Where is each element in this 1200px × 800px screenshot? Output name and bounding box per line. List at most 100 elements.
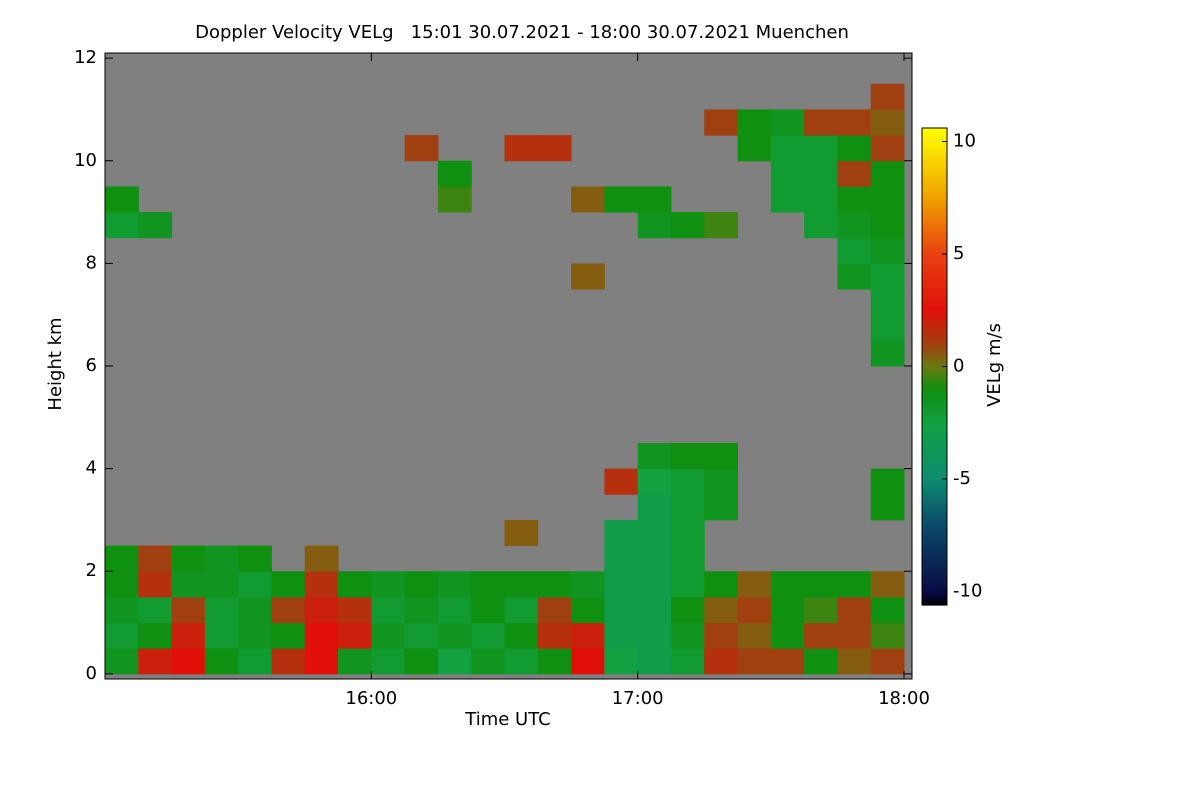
heatmap-cell [171, 545, 206, 572]
x-tick-label: 17:00 [612, 688, 664, 709]
colorbar-segment [922, 414, 947, 419]
heatmap-cell [837, 109, 872, 136]
heatmap-cell [604, 545, 639, 572]
colorbar-segment [922, 187, 947, 193]
colorbar-segment [922, 577, 947, 582]
colorbar-segment [922, 497, 947, 503]
heatmap-cell [637, 648, 672, 675]
heatmap-cell [870, 596, 905, 624]
heatmap-cell [204, 622, 239, 649]
colorbar-segment [922, 342, 947, 348]
colorbar-segment [922, 171, 947, 177]
colorbar-segment [922, 310, 947, 316]
colorbar-segment [922, 449, 947, 455]
heatmap-cell [637, 442, 672, 470]
colorbar-segment [922, 243, 947, 248]
colorbar-segment [922, 438, 947, 443]
heatmap-cell [604, 596, 639, 624]
colorbar-segment [922, 175, 947, 181]
heatmap-cell [837, 571, 872, 598]
heatmap-cell [204, 545, 239, 572]
colorbar-segment [922, 374, 947, 380]
heatmap-cell [870, 494, 905, 521]
colorbar-segment [922, 255, 947, 260]
y-tick-label: 2 [86, 560, 97, 581]
heatmap-cell [504, 622, 539, 649]
heatmap-cell [770, 186, 805, 213]
colorbar-segment [922, 505, 947, 511]
heatmap-cell [437, 648, 472, 675]
y-tick-label: 0 [86, 663, 97, 684]
heatmap-cell [670, 519, 705, 547]
heatmap-cell [637, 212, 672, 239]
colorbar-segment [922, 545, 947, 550]
heatmap-cell [604, 468, 639, 495]
colorbar-segment [922, 338, 947, 344]
colorbar-segment [922, 402, 947, 407]
colorbar-segment [922, 521, 947, 527]
y-tick-label: 4 [86, 458, 97, 479]
colorbar-segment [922, 211, 947, 217]
colorbar-segment [922, 434, 947, 439]
heatmap-cell [870, 160, 905, 187]
x-tick-label: 16:00 [345, 688, 397, 709]
heatmap-cell [437, 622, 472, 649]
heatmap-cell [304, 545, 339, 572]
colorbar-tick-label: 10 [953, 131, 976, 152]
colorbar-segment [922, 326, 947, 332]
heatmap-cell [437, 571, 472, 598]
heatmap-cell [770, 160, 805, 187]
heatmap-cell [704, 109, 739, 136]
heatmap-cell [571, 263, 605, 290]
heatmap-cell [637, 494, 672, 521]
heatmap-cell [837, 186, 872, 213]
colorbar-segment [922, 135, 947, 141]
heatmap-cell [770, 596, 805, 624]
heatmap-cell [770, 135, 805, 162]
heatmap-cell [704, 596, 739, 624]
colorbar-segment [922, 199, 947, 205]
colorbar-segment [922, 314, 947, 320]
heatmap-cell [138, 648, 173, 675]
heatmap-cell [737, 596, 772, 624]
colorbar-segment [922, 549, 947, 554]
heatmap-cell [504, 596, 539, 624]
colorbar-segment [922, 422, 947, 427]
colorbar-segment [922, 318, 947, 324]
colorbar-segment [922, 287, 947, 292]
heatmap-cell [238, 545, 272, 572]
colorbar-segment [922, 541, 947, 546]
heatmap-cell [537, 622, 572, 649]
y-tick-label: 6 [86, 355, 97, 376]
heatmap-cell [471, 571, 506, 598]
colorbar-segment [922, 601, 947, 606]
heatmap-cell [105, 545, 139, 572]
colorbar-segment [922, 537, 947, 542]
colorbar-segment [922, 398, 947, 403]
colorbar-tick-label: 0 [953, 356, 964, 377]
colorbar-segment [922, 302, 947, 308]
heatmap-cell [338, 596, 372, 624]
y-tick-label: 12 [74, 47, 97, 68]
heatmap-cell [670, 442, 705, 470]
heatmap-cell [504, 135, 539, 162]
heatmap-cell [371, 596, 406, 624]
colorbar-segment [922, 370, 947, 376]
heatmap-cell [404, 648, 439, 675]
colorbar-segment [922, 294, 947, 300]
colorbar-segment [922, 215, 947, 221]
heatmap-cell [837, 622, 872, 649]
heatmap-cell [837, 237, 872, 264]
heatmap-cell [870, 212, 905, 239]
heatmap-cell [637, 519, 672, 547]
colorbar-segment [922, 501, 947, 507]
colorbar-segment [922, 573, 947, 578]
colorbar-segment [922, 565, 947, 570]
colorbar-segment [922, 493, 947, 499]
heatmap-cell [670, 468, 705, 495]
heatmap-cell [471, 622, 506, 649]
heatmap-cell [304, 622, 339, 649]
heatmap-cell [138, 545, 173, 572]
colorbar-segment [922, 183, 947, 189]
colorbar-label: VELg m/s [984, 323, 1005, 407]
